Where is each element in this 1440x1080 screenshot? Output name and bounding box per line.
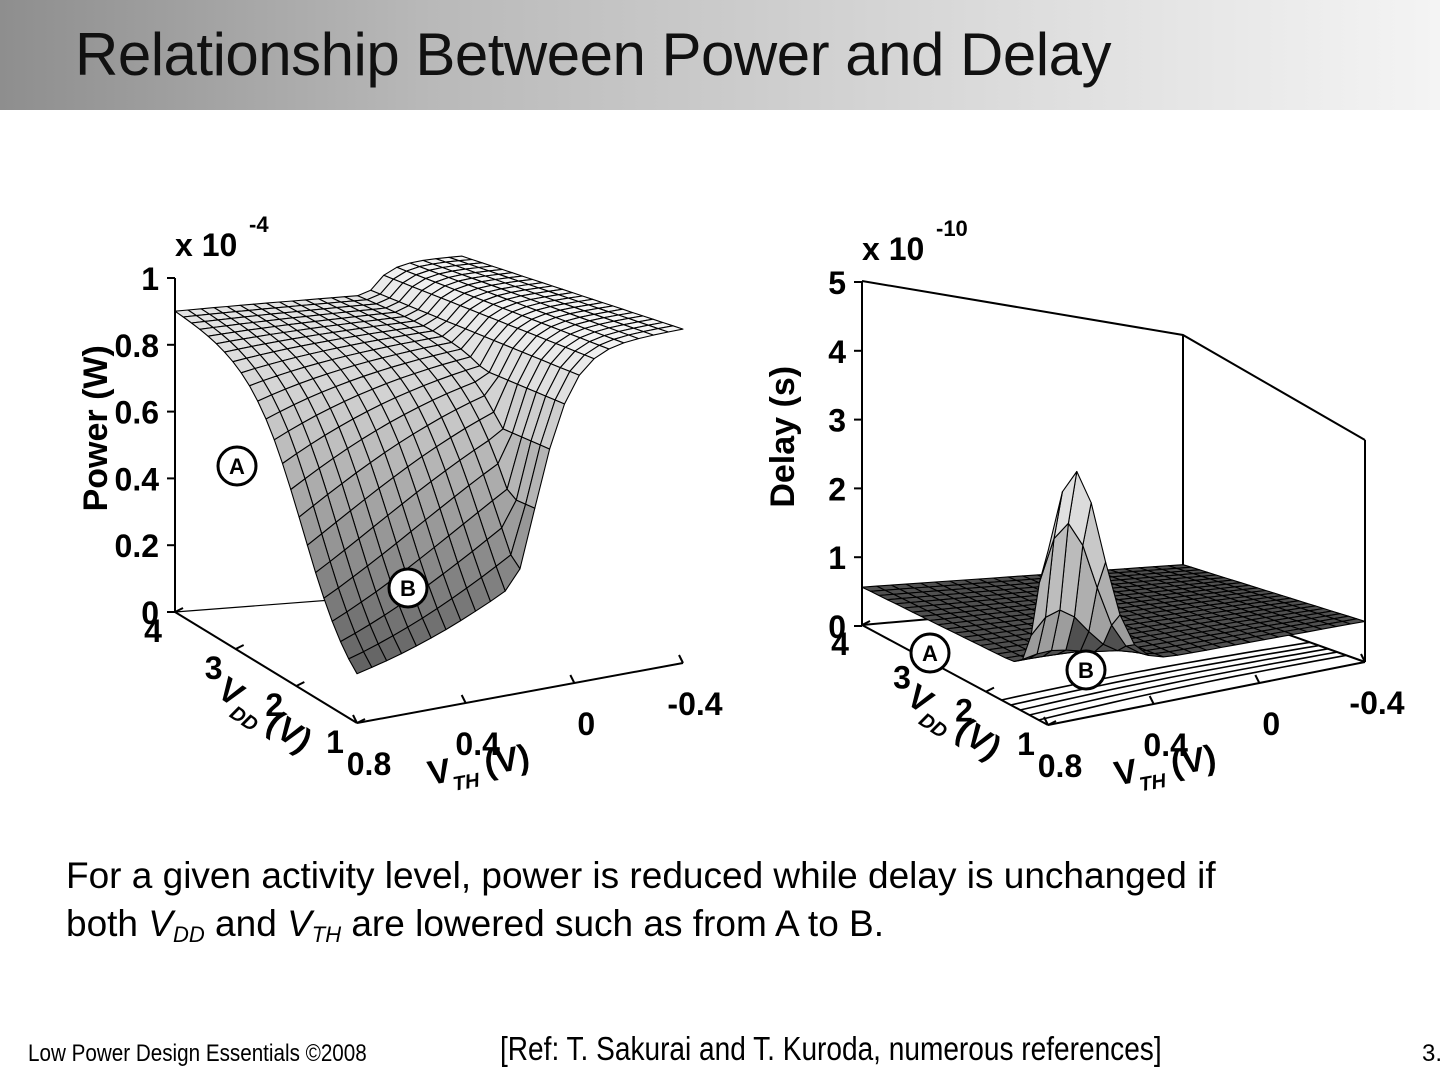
floor-contour xyxy=(1038,654,1347,721)
z-multiplier: x 10 xyxy=(175,227,237,263)
marker-a: A xyxy=(909,632,951,674)
vdd-axis-label: VDD(V) xyxy=(207,670,319,766)
z-axis-label: Power (W) xyxy=(77,345,115,511)
vth-tick xyxy=(352,714,358,724)
z-tick-label: 3 xyxy=(828,403,846,439)
vdd-tick xyxy=(356,718,366,724)
z-tick-label: 4 xyxy=(828,334,846,370)
surface-patch xyxy=(1038,491,1063,583)
marker-label: A xyxy=(229,454,245,479)
vdd-tick xyxy=(1047,720,1057,726)
vdd-axis-line xyxy=(861,624,1049,726)
footer-reference: [Ref: T. Sakurai and T. Kuroda, numerous… xyxy=(500,1030,1162,1067)
vdd-tick xyxy=(235,644,245,650)
body-line-1: For a given activity level, power is red… xyxy=(66,855,1216,896)
body-text: For a given activity level, power is red… xyxy=(66,852,1386,959)
vth-tick-label: -0.4 xyxy=(1349,685,1404,721)
z-tick-label: 0.2 xyxy=(115,528,159,564)
vth-axis-line xyxy=(356,662,684,724)
vdd-tick xyxy=(985,686,995,693)
floor-contour xyxy=(1001,641,1311,701)
footer-copyright: Low Power Design Essentials ©2008 xyxy=(28,1040,367,1067)
z-axis-label: Delay (s) xyxy=(764,366,802,508)
z-tick-label: 1 xyxy=(141,261,159,297)
vth-tick-label: 0.4 xyxy=(1143,727,1188,763)
z-multiplier-exp: -10 xyxy=(936,216,968,241)
page-number: 3. xyxy=(1422,1040,1440,1067)
vth-axis-line xyxy=(1047,661,1366,726)
vth-tick xyxy=(569,674,576,684)
marker-circle xyxy=(387,567,429,609)
vdd-tick-label: 3 xyxy=(893,659,911,695)
z-tick-label: 0.8 xyxy=(115,328,159,364)
vdd-tick xyxy=(861,620,871,626)
marker-label: A xyxy=(922,641,938,666)
vth-tick-label: -0.4 xyxy=(667,686,722,722)
marker-label: B xyxy=(400,576,416,601)
vdd-tick-label: 2 xyxy=(955,693,973,729)
surface-patch xyxy=(348,651,373,675)
title-bar: Relationship Between Power and Delay xyxy=(0,0,1440,110)
floor-contour xyxy=(1019,648,1329,711)
marker-b: B xyxy=(1065,649,1107,691)
marker-label: B xyxy=(1078,658,1094,683)
vth-tick-label: 0.4 xyxy=(455,726,500,762)
floor-contour xyxy=(1029,651,1338,716)
vdd-tick-label: 1 xyxy=(1017,726,1035,762)
vth-tick xyxy=(1360,653,1366,663)
vth-tick-label: 0 xyxy=(577,706,595,742)
vth-tick xyxy=(1148,695,1155,705)
marker-circle xyxy=(909,632,951,674)
vth-axis-label: VTH(V) xyxy=(1111,738,1220,800)
marker-b: B xyxy=(387,567,429,609)
z-tick-label: 5 xyxy=(828,265,846,301)
vdd-tick xyxy=(295,681,305,687)
vdd-tick-label: 4 xyxy=(831,626,849,662)
z-multiplier-exp: -4 xyxy=(249,212,269,237)
axis-box-top xyxy=(861,280,1366,441)
z-tick-label: 2 xyxy=(828,471,846,507)
delay-surface-chart: 0 1 2 3 4 5 x 10 -10 Delay (s) 1 2 3 4 0.8 0.4 0 -0.4 VDD… xyxy=(764,216,1405,800)
marker-circle xyxy=(216,445,258,487)
marker-a: A xyxy=(216,445,258,487)
z-multiplier: x 10 xyxy=(862,231,924,267)
vdd-tick-label: 2 xyxy=(265,687,283,723)
vth-tick-label: 0.8 xyxy=(347,746,391,782)
z-tick-label: 0.6 xyxy=(115,395,159,431)
vth-tick xyxy=(678,654,684,664)
slide-title: Relationship Between Power and Delay xyxy=(75,21,1111,88)
marker-circle xyxy=(1065,649,1107,691)
vdd-tick xyxy=(174,607,184,613)
vdd-tick-label: 3 xyxy=(205,650,223,686)
z-tick-label: 0.4 xyxy=(115,461,160,497)
z-tick-label: 0 xyxy=(141,595,159,631)
vth-tick-label: 0.8 xyxy=(1038,748,1082,784)
vth-tick-label: 0 xyxy=(1262,706,1280,742)
vth-tick xyxy=(460,694,467,704)
vdd-tick-label: 4 xyxy=(144,613,162,649)
vth-tick xyxy=(1254,674,1261,684)
floor-contour xyxy=(1010,644,1320,706)
vdd-axis-line xyxy=(174,611,358,724)
body-line-2: both VDD and VTH are lowered such as fro… xyxy=(66,903,885,947)
z-tick-label: 1 xyxy=(828,540,846,576)
vth-axis-label: VTH(V) xyxy=(425,738,534,800)
vdd-axis-label: VDD(V) xyxy=(896,677,1008,773)
vdd-tick-label: 1 xyxy=(326,724,344,760)
z-tick-label: 0 xyxy=(828,609,846,645)
